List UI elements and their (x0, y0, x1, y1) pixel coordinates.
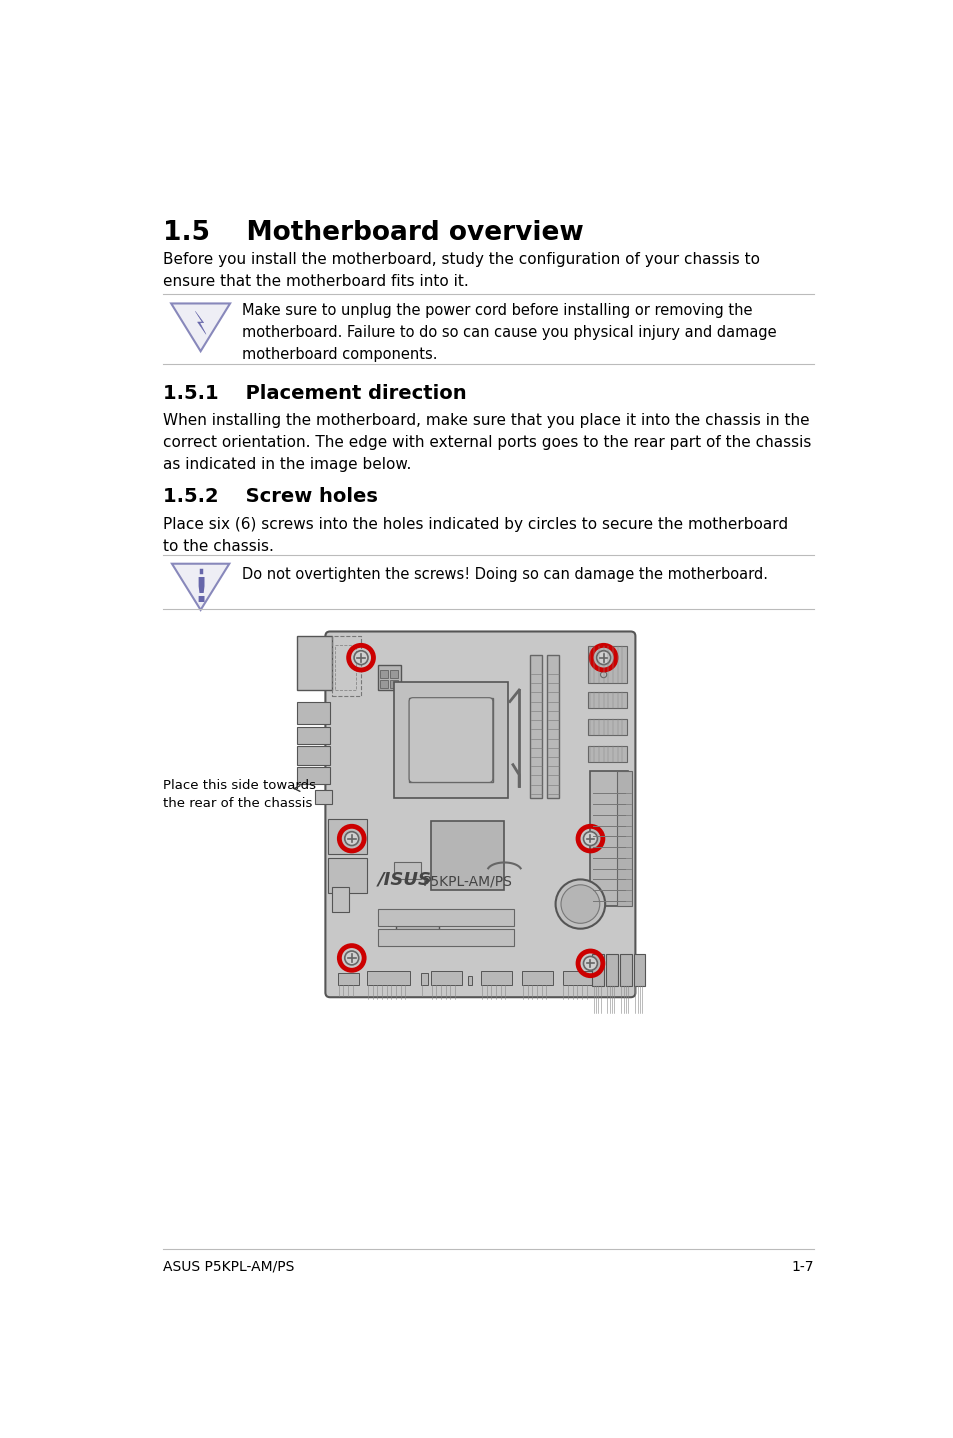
Bar (421, 974, 427, 985)
Text: 1.5.2    Screw holes: 1.5.2 Screw holes (163, 486, 378, 506)
Bar (390, 680, 397, 687)
Bar (297, 766, 330, 784)
Bar (587, 719, 626, 735)
Text: Do not overtighten the screws! Doing so can damage the motherboard.: Do not overtighten the screws! Doing so … (241, 567, 767, 582)
Bar (332, 636, 360, 696)
Bar (394, 682, 508, 798)
Bar (390, 670, 397, 677)
Circle shape (555, 880, 604, 929)
Circle shape (583, 831, 597, 846)
Bar (592, 953, 603, 986)
Polygon shape (171, 303, 230, 351)
Bar (314, 789, 332, 804)
Bar (431, 821, 504, 890)
Text: 1.5.1    Placement direction: 1.5.1 Placement direction (163, 384, 467, 403)
Bar (587, 692, 626, 707)
Bar (619, 953, 631, 986)
Bar (328, 820, 367, 854)
Circle shape (560, 884, 599, 923)
Bar (587, 746, 626, 762)
Bar (297, 728, 330, 743)
FancyBboxPatch shape (409, 697, 493, 782)
Circle shape (599, 672, 606, 677)
Text: /ISUS: /ISUS (377, 870, 432, 889)
Bar (468, 975, 472, 985)
Bar (297, 636, 332, 690)
Bar (409, 697, 493, 782)
FancyBboxPatch shape (325, 631, 635, 997)
Text: Before you install the motherboard, study the configuration of your chassis to
e: Before you install the motherboard, stud… (163, 252, 760, 289)
Text: P5KPL-AM/PS: P5KPL-AM/PS (422, 874, 513, 889)
Bar (546, 656, 558, 798)
Circle shape (354, 651, 368, 664)
Polygon shape (195, 311, 206, 334)
Circle shape (596, 651, 610, 664)
Bar (605, 953, 617, 986)
Bar (431, 971, 461, 985)
Bar (530, 656, 542, 798)
Text: Make sure to unplug the power cord before installing or removing the
motherboard: Make sure to unplug the power cord befor… (241, 303, 776, 362)
Bar (587, 646, 626, 683)
Bar (297, 702, 330, 723)
Bar (394, 861, 420, 879)
Text: !: ! (193, 575, 208, 608)
Text: ASUS P5KPL-AM/PS: ASUS P5KPL-AM/PS (163, 1260, 294, 1274)
Bar (380, 670, 388, 677)
Bar (377, 666, 401, 690)
Bar (617, 771, 632, 906)
Text: Place six (6) screws into the holes indicated by circles to secure the motherboa: Place six (6) screws into the holes indi… (163, 516, 788, 554)
Bar (395, 913, 438, 945)
Bar (480, 971, 512, 985)
Text: When installing the motherboard, make sure that you place it into the chassis in: When installing the motherboard, make su… (163, 413, 811, 472)
Text: Place this side towards
the rear of the chassis: Place this side towards the rear of the … (163, 779, 316, 811)
Circle shape (344, 951, 358, 965)
Polygon shape (172, 564, 229, 610)
Bar (297, 746, 330, 765)
Bar (337, 974, 359, 985)
Circle shape (344, 831, 358, 846)
Circle shape (583, 956, 597, 971)
Bar (335, 646, 356, 690)
Bar (332, 887, 348, 912)
Text: 1.5    Motherboard overview: 1.5 Motherboard overview (163, 220, 583, 246)
Bar (590, 771, 627, 906)
Bar (633, 953, 645, 986)
Bar (367, 971, 410, 985)
Bar (562, 971, 593, 985)
Bar (328, 858, 367, 893)
Bar (377, 909, 513, 926)
Bar (521, 971, 553, 985)
Bar (380, 680, 388, 687)
Bar (377, 929, 513, 946)
Text: 1-7: 1-7 (791, 1260, 814, 1274)
